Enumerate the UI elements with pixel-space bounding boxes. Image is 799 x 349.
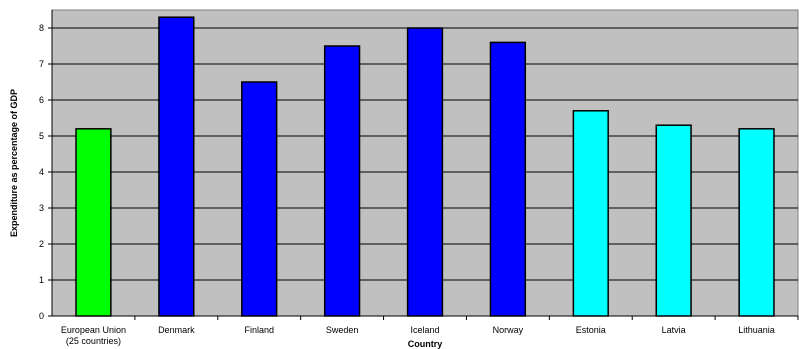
x-tick-label: Latvia bbox=[662, 325, 686, 335]
bar bbox=[738, 128, 775, 317]
bar bbox=[241, 81, 278, 317]
y-tick-label: 4 bbox=[39, 167, 44, 177]
y-tick-label: 8 bbox=[39, 23, 44, 33]
y-tick-label: 1 bbox=[39, 275, 44, 285]
y-tick-label: 0 bbox=[39, 311, 44, 321]
y-tick-label: 7 bbox=[39, 59, 44, 69]
x-tick-label: Denmark bbox=[158, 325, 195, 335]
bar bbox=[406, 27, 444, 317]
bar bbox=[323, 45, 361, 317]
bar bbox=[655, 124, 692, 317]
y-tick-label: 5 bbox=[39, 131, 44, 141]
bars bbox=[75, 16, 775, 317]
x-tick-label: Norway bbox=[493, 325, 524, 335]
bar bbox=[158, 16, 195, 317]
y-tick-label: 6 bbox=[39, 95, 44, 105]
y-tick-label: 2 bbox=[39, 239, 44, 249]
bar bbox=[572, 110, 609, 317]
x-tick-label: European Union bbox=[61, 325, 126, 335]
x-tick-label: (25 countries) bbox=[66, 336, 121, 346]
x-axis-title: Country bbox=[408, 339, 443, 349]
x-tick-label: Iceland bbox=[410, 325, 439, 335]
y-tick-label: 3 bbox=[39, 203, 44, 213]
x-tick-label: Sweden bbox=[326, 325, 359, 335]
x-axis-ticks: European Union(25 countries) Denmark Finla… bbox=[61, 316, 799, 346]
x-tick-label: Finland bbox=[244, 325, 274, 335]
bar bbox=[489, 41, 527, 317]
bar bbox=[75, 128, 112, 317]
y-axis-title: Expenditure as percentage of GDP bbox=[9, 89, 19, 237]
y-axis-ticks: 0 1 2 3 4 5 6 7 8 bbox=[39, 23, 52, 321]
x-tick-label: Lithuania bbox=[738, 325, 775, 335]
x-tick-label: Estonia bbox=[576, 325, 606, 335]
